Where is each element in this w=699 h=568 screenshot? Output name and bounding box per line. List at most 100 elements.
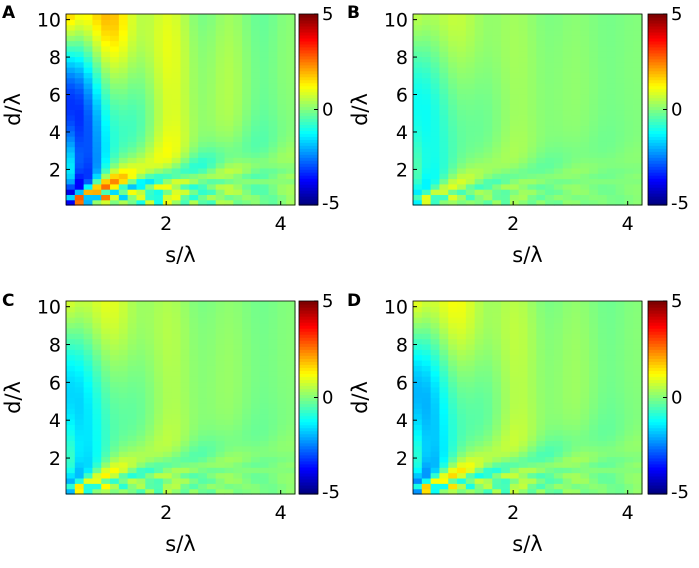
heatmap-cell — [492, 306, 502, 313]
heatmap-cell — [527, 456, 537, 463]
heatmap-cell — [250, 189, 261, 195]
heatmap-cell — [154, 488, 164, 495]
heatmap-cell — [92, 408, 102, 415]
heatmap-cell — [421, 45, 432, 52]
heatmap-cell — [154, 461, 164, 468]
colorbar-step — [648, 130, 667, 134]
heatmap-cell — [250, 477, 261, 484]
heatmap-cell — [180, 82, 190, 89]
heatmap-cell — [277, 327, 287, 334]
heatmap-cell — [74, 381, 85, 388]
heatmap-cell — [457, 45, 467, 52]
heatmap-cell — [74, 317, 85, 324]
heatmap-cell — [83, 306, 94, 313]
heatmap-cell — [518, 317, 529, 324]
heatmap-cell — [250, 418, 261, 425]
heatmap-cell — [501, 130, 511, 137]
heatmap-cell — [483, 349, 493, 356]
colorbar-step — [299, 304, 318, 308]
heatmap-cell — [562, 183, 573, 190]
y-tick-label: 4 — [49, 122, 61, 144]
heatmap-cell — [580, 189, 590, 195]
heatmap-cell — [624, 82, 634, 89]
heatmap-cell — [518, 429, 529, 436]
heatmap-cell — [580, 445, 590, 452]
heatmap-cell — [615, 199, 625, 206]
heatmap-cell — [198, 472, 208, 479]
heatmap-cell — [492, 445, 502, 452]
heatmap-cell — [145, 397, 155, 404]
heatmap-cell — [527, 167, 537, 174]
y-tick-label: 8 — [49, 335, 61, 357]
heatmap-cell — [286, 199, 296, 206]
heatmap-cell — [589, 445, 599, 452]
heatmap-cell — [448, 178, 458, 185]
heatmap-cell — [206, 24, 217, 31]
heatmap-cell — [286, 424, 296, 431]
heatmap-cell — [66, 104, 76, 111]
heatmap-cell — [545, 98, 555, 105]
heatmap-cell — [277, 365, 287, 372]
heatmap-cell — [250, 114, 261, 121]
y-tick-label: 8 — [396, 47, 408, 69]
colorbar-step — [648, 415, 667, 420]
heatmap-cell — [562, 120, 573, 127]
heatmap-cell — [66, 376, 76, 383]
heatmap-cell — [83, 429, 94, 436]
heatmap-cell — [421, 424, 432, 431]
heatmap-cell — [66, 45, 76, 52]
heatmap-cell — [448, 418, 458, 425]
heatmap-cell — [162, 183, 173, 190]
heatmap-cell — [242, 120, 252, 127]
heatmap-cell — [448, 317, 458, 324]
colorbar-step — [648, 388, 667, 393]
heatmap-cell — [215, 114, 226, 121]
heatmap-cell — [92, 35, 102, 42]
heatmap-cell — [74, 461, 85, 468]
heatmap-cell — [474, 424, 485, 431]
heatmap-cell — [545, 424, 555, 431]
heatmap-cell — [171, 381, 182, 388]
heatmap-cell — [268, 109, 278, 116]
heatmap-cell — [224, 98, 234, 105]
heatmap-cell — [597, 392, 608, 399]
heatmap-cell — [492, 151, 502, 158]
heatmap-cell — [277, 35, 287, 42]
heatmap-cell — [571, 178, 581, 185]
heatmap-cell — [118, 178, 129, 185]
heatmap-cell — [580, 311, 590, 318]
heatmap-cell — [136, 343, 146, 350]
heatmap-cell — [413, 392, 423, 399]
heatmap-cell — [562, 451, 573, 458]
heatmap-cell — [206, 167, 217, 174]
heatmap-cell — [118, 477, 129, 484]
heatmap-cell — [268, 183, 278, 190]
heatmap-cell — [633, 162, 643, 169]
heatmap-cell — [430, 306, 441, 313]
heatmap-cell — [206, 67, 217, 73]
heatmap-cell — [483, 29, 493, 36]
heatmap-cell — [633, 178, 643, 185]
colorbar-tick-label: 5 — [671, 4, 682, 25]
heatmap-cell — [250, 72, 261, 79]
heatmap-cell — [553, 418, 564, 425]
heatmap-cell — [413, 61, 423, 68]
heatmap-cell — [527, 93, 537, 100]
colorbar-step — [299, 151, 318, 155]
heatmap-cell — [518, 311, 529, 318]
heatmap-cell — [224, 381, 234, 388]
heatmap-cell — [224, 125, 234, 132]
heatmap-cell — [457, 429, 467, 436]
heatmap-cell — [215, 413, 226, 420]
heatmap-cell — [483, 125, 493, 132]
heatmap-cell — [562, 440, 573, 447]
heatmap-cell — [589, 397, 599, 404]
heatmap-cell — [624, 162, 634, 169]
heatmap-cell — [465, 56, 476, 63]
heatmap-cell — [242, 413, 252, 420]
colorbar-step — [299, 193, 318, 197]
heatmap-cell — [206, 56, 217, 63]
heatmap-cell — [268, 467, 278, 474]
heatmap-cell — [171, 183, 182, 190]
heatmap-cell — [536, 45, 546, 52]
